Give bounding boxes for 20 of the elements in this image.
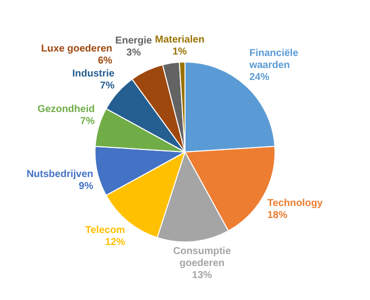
data-label: 3% — [126, 48, 141, 59]
data-label: 7% — [80, 116, 95, 128]
data-label: 9% — [78, 180, 94, 192]
slice-label: Consumptie goederen — [173, 246, 232, 270]
slice-label: Materialen — [154, 34, 204, 46]
slice-label: Industrie — [72, 68, 115, 80]
slice-label: Telecom — [85, 224, 126, 236]
data-label: 1% — [172, 46, 188, 58]
data-label: 13% — [192, 270, 212, 282]
data-label: 7% — [100, 80, 115, 92]
slice-label: Nutsbedrijven — [26, 168, 94, 180]
data-label: 24% — [249, 72, 270, 83]
data-label: 12% — [105, 236, 126, 248]
slice-label: Energie — [115, 36, 152, 47]
slice-label: Gezondheid — [38, 104, 95, 116]
slice-label: Technology — [267, 198, 324, 209]
slice-label: Financiële waarden — [248, 48, 299, 71]
slice-label: Luxe goederen — [41, 43, 112, 54]
data-label: 18% — [267, 210, 288, 221]
data-label: 6% — [98, 55, 112, 66]
